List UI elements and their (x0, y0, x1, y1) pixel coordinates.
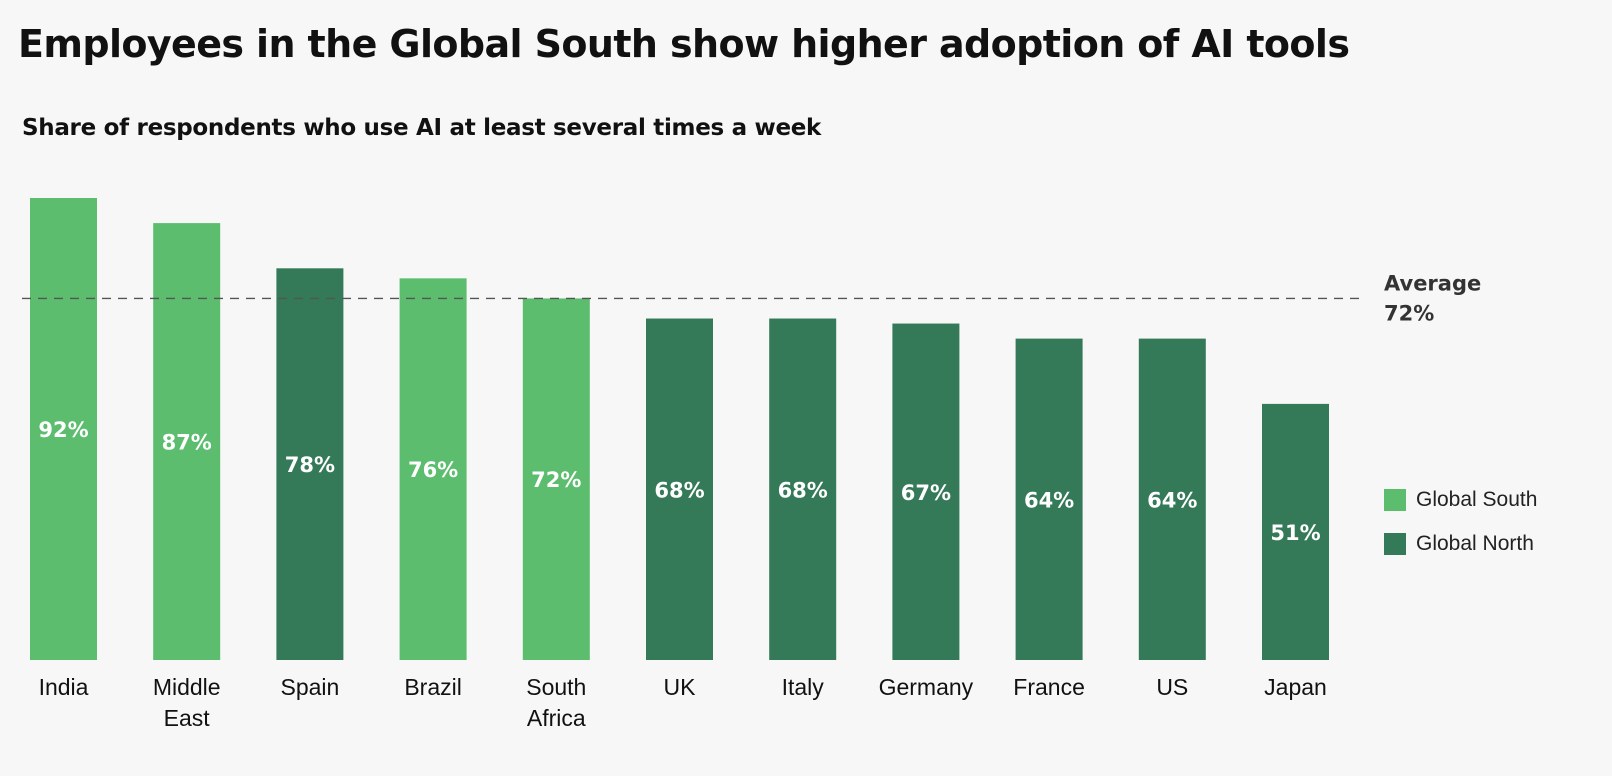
bar-value-label: 64% (1147, 488, 1197, 512)
legend-swatch-global-south (1384, 489, 1406, 511)
bar-us (1138, 338, 1206, 660)
bar-value-label: 72% (531, 468, 581, 492)
average-label: Average (1384, 271, 1481, 295)
bar-value-label: 87% (162, 431, 212, 455)
bar-italy (769, 318, 837, 660)
legend-item-global-south: Global South (1384, 488, 1537, 512)
bar-value-label: 67% (901, 481, 951, 505)
category-label: India (39, 674, 89, 700)
legend-item-global-north: Global North (1384, 532, 1537, 556)
bar-uk (646, 318, 713, 660)
category-label: South (526, 674, 586, 700)
bar-value-label: 68% (654, 478, 704, 502)
category-label: Brazil (404, 674, 462, 700)
category-label: Middle (153, 674, 221, 700)
chart-legend: Global South Global North (1384, 488, 1537, 576)
chart-title: Employees in the Global South show highe… (18, 22, 1350, 66)
legend-label-global-north: Global North (1416, 532, 1534, 555)
legend-swatch-global-north (1384, 533, 1406, 555)
bar-india (30, 198, 97, 660)
average-value-label: 72% (1384, 301, 1434, 325)
category-label: France (1013, 674, 1085, 700)
category-label: East (164, 705, 211, 731)
category-label: US (1156, 674, 1188, 700)
category-label: Africa (527, 705, 586, 731)
bar-value-label: 76% (408, 458, 458, 482)
legend-label-global-south: Global South (1416, 488, 1538, 511)
bar-value-label: 68% (778, 478, 828, 502)
category-label: Germany (879, 674, 974, 700)
category-label: Japan (1264, 674, 1327, 700)
bar-value-label: 64% (1024, 488, 1074, 512)
bar-value-label: 92% (38, 418, 88, 442)
bar-middle-east (153, 223, 221, 660)
chart-subtitle: Share of respondents who use AI at least… (22, 115, 822, 141)
bar-value-label: 51% (1270, 521, 1320, 545)
bar-spain (276, 268, 344, 660)
bar-japan (1262, 403, 1329, 660)
bar-south-africa (522, 298, 590, 660)
category-label: UK (664, 674, 697, 700)
bar-brazil (399, 278, 467, 660)
bar-value-label: 78% (285, 453, 335, 477)
bar-france (1015, 338, 1083, 660)
category-label: Italy (782, 674, 825, 700)
category-label: Spain (280, 674, 339, 700)
bar-germany (892, 323, 960, 660)
